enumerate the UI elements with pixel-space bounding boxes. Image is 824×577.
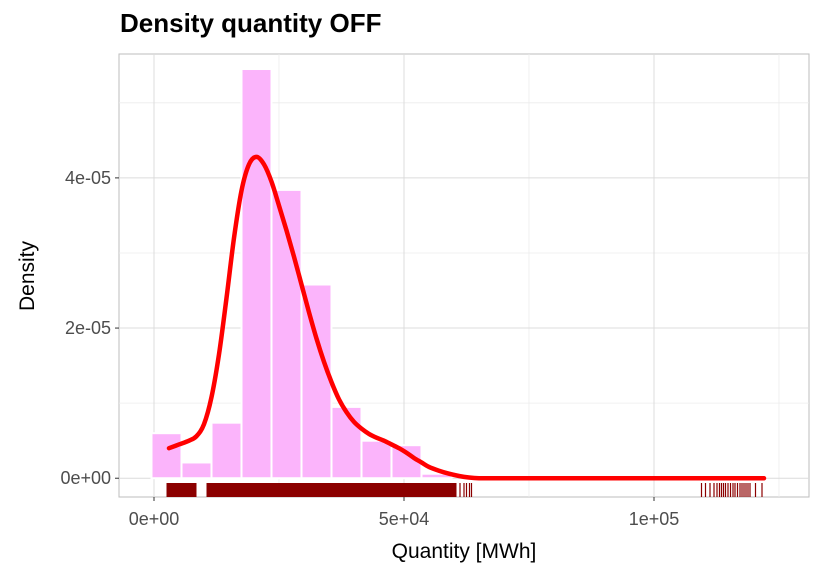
- y-axis-title: Density: [16, 240, 39, 311]
- y-tick-label: 4e-05: [65, 168, 111, 188]
- x-axis-title: Quantity [MWh]: [392, 540, 537, 563]
- x-tick-label: 1e+05: [629, 509, 680, 529]
- rug-segment: [206, 483, 457, 497]
- y-tick-label: 0e+00: [60, 468, 111, 488]
- histogram-bar: [240, 68, 273, 480]
- rug-marks: [166, 483, 763, 497]
- x-tick-label: 5e+04: [379, 509, 430, 529]
- histogram-bar: [210, 421, 243, 480]
- histogram-bar: [330, 405, 363, 480]
- histogram-bar: [300, 283, 333, 480]
- y-tick-label: 2e-05: [65, 318, 111, 338]
- chart-title: Density quantity OFF: [120, 8, 382, 38]
- histogram-bar: [360, 439, 393, 480]
- x-axis-ticks: 0e+00 5e+04 1e+05: [129, 497, 680, 529]
- histogram-bar: [180, 461, 213, 480]
- y-axis-ticks: 0e+00 2e-05 4e-05: [60, 168, 119, 488]
- histogram-bar: [150, 432, 183, 480]
- grid-minor: [119, 54, 809, 497]
- rug-segment: [166, 483, 197, 497]
- x-tick-label: 0e+00: [129, 509, 180, 529]
- density-curve: [166, 154, 767, 481]
